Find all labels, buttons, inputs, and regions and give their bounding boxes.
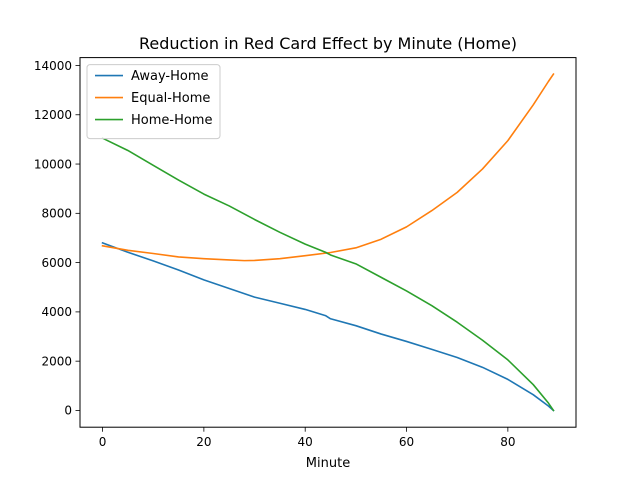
x-tick-label: 40 (298, 435, 313, 449)
legend-label: Equal-Home (131, 91, 210, 106)
y-tick-label: 0 (64, 404, 72, 418)
y-tick-label: 2000 (41, 354, 72, 368)
plot-area (101, 72, 555, 412)
y-tick-label: 10000 (34, 157, 72, 171)
y-tick-label: 6000 (41, 256, 72, 270)
y-tick-label: 14000 (34, 59, 72, 73)
axes-frame (79, 57, 577, 428)
y-tick-label: 12000 (34, 108, 72, 122)
series-line-1 (101, 72, 555, 262)
series-line-2 (101, 137, 555, 412)
chart-title: Reduction in Red Card Effect by Minute (… (139, 34, 517, 53)
x-tick-label: 80 (500, 435, 515, 449)
legend: Away-Home Equal-Home Home-Home (86, 64, 221, 140)
y-tick-label: 4000 (41, 305, 72, 319)
x-axis-label: Minute (306, 456, 350, 471)
legend-label: Home-Home (131, 113, 212, 128)
x-tick-label: 0 (99, 435, 107, 449)
x-tick-label: 60 (399, 435, 414, 449)
x-tick-label: 20 (196, 435, 211, 449)
y-tick-label: 8000 (41, 207, 72, 221)
series-line-0 (101, 241, 555, 412)
legend-label: Away-Home (131, 69, 209, 84)
